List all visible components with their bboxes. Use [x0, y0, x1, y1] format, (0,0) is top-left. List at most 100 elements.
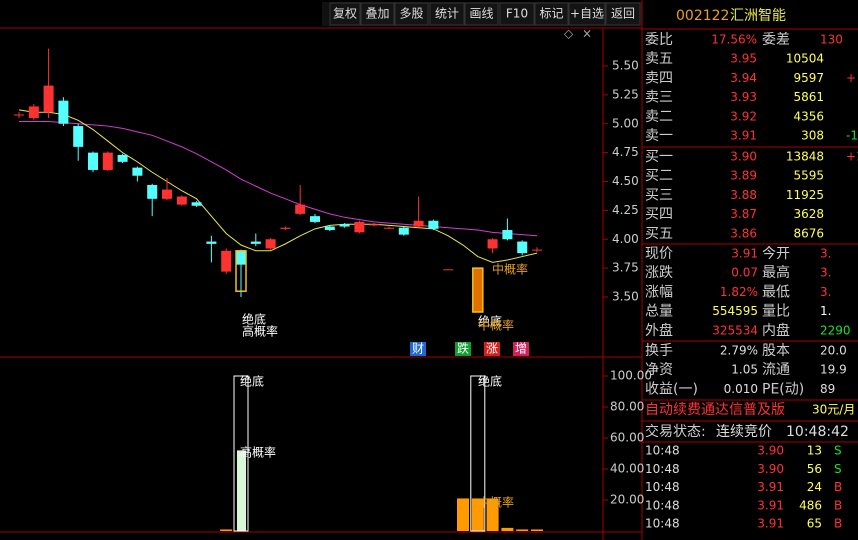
candle-body: [73, 126, 84, 147]
toolbar-button[interactable]: [499, 2, 535, 26]
y-tick-label: 4.50: [612, 174, 639, 188]
toolbar-label[interactable]: 叠加: [365, 7, 389, 21]
toolbar-label[interactable]: 标记: [539, 7, 563, 21]
toolbar-label[interactable]: 统计: [435, 7, 459, 21]
toolbar-button[interactable]: [534, 2, 569, 26]
moving-average: [18, 109, 538, 263]
indicator-bar: [486, 498, 499, 531]
quote-separators: [642, 28, 858, 443]
event-marker-bg[interactable]: [484, 342, 500, 356]
signal-box: [472, 267, 484, 313]
stat-value: 3.: [820, 247, 831, 261]
event-marker[interactable]: 涨: [486, 341, 498, 356]
stat-value: 1.05: [731, 363, 758, 377]
toolbar-label[interactable]: +自选: [570, 7, 604, 21]
book-price: 3.95: [730, 52, 757, 66]
toolbar-button[interactable]: [464, 2, 499, 26]
moving-average: [19, 120, 538, 237]
stat-value: 3.: [820, 266, 831, 280]
event-marker-bg[interactable]: [410, 342, 426, 356]
stat-label: 现价: [645, 246, 673, 262]
y-tick-label: 5.00: [612, 116, 639, 130]
annotation: 绝底: [242, 312, 266, 327]
candle-body: [369, 224, 380, 226]
toolbar-label[interactable]: 返回: [611, 7, 635, 21]
indicator-outline: [233, 375, 249, 532]
toolbar-label[interactable]: F10: [506, 7, 528, 21]
candle-body: [162, 189, 172, 199]
toolbar-button[interactable]: [429, 2, 465, 26]
annotation: 高概率: [240, 445, 276, 460]
candle-body: [502, 230, 513, 240]
book-label: 卖三: [645, 90, 673, 106]
stat-label: 换手: [645, 342, 673, 359]
trade-volume: 24: [807, 480, 822, 494]
stat-value: 19.9: [820, 363, 847, 377]
toolbar-button[interactable]: [329, 2, 361, 26]
stat-value: 3.: [820, 285, 831, 299]
stock-code: 002122: [676, 8, 729, 24]
book-change: -1: [846, 129, 858, 143]
toolbar-button[interactable]: [605, 2, 641, 26]
toolbar-label[interactable]: 画线: [469, 7, 493, 21]
trade-side: S: [834, 462, 842, 476]
quote-value: 17.56%: [711, 33, 757, 47]
event-marker[interactable]: 增: [515, 342, 527, 356]
indicator-outline: [470, 375, 486, 532]
annotation: 中概率: [478, 318, 514, 333]
book-volume: 10504: [786, 52, 824, 66]
book-label: 卖五: [645, 51, 673, 67]
candle-body: [176, 196, 187, 205]
trade-price: 3.90: [757, 462, 784, 476]
candle-body: [43, 85, 54, 113]
event-marker-bg[interactable]: [513, 342, 529, 356]
indicator-fill: [237, 450, 246, 531]
stat-label: 涨跌: [645, 265, 673, 281]
candle-body: [413, 220, 424, 227]
book-price: 3.90: [730, 150, 757, 164]
book-label: 买二: [645, 168, 673, 184]
y-tick-label: 40.00: [610, 462, 644, 476]
stat-label: 量比: [762, 304, 790, 320]
candle-body: [324, 226, 335, 231]
candle-body: [354, 221, 365, 233]
candle-body: [191, 202, 202, 206]
toolbar-label[interactable]: 多股: [399, 7, 423, 21]
close-icon[interactable]: ×: [582, 27, 592, 41]
candle-body: [221, 250, 232, 272]
stat-value: 554595: [712, 304, 758, 318]
event-marker-bg[interactable]: [455, 342, 471, 356]
candle-body: [132, 167, 143, 176]
y-tick-label: 60.00: [610, 431, 644, 445]
candle-body: [14, 114, 24, 116]
stat-value: 0.07: [731, 266, 758, 280]
stat-value: 89: [820, 382, 835, 396]
event-marker[interactable]: 财: [412, 342, 424, 356]
annotation: 中概率: [492, 262, 528, 277]
indicator-bar: [501, 527, 514, 531]
annotation: 高概率: [242, 324, 278, 339]
book-change: +1: [846, 150, 858, 164]
book-price: 3.89: [730, 169, 757, 183]
candle-body: [28, 106, 39, 118]
book-label: 买三: [645, 187, 673, 203]
trade-volume: 56: [807, 462, 822, 476]
stat-label: 股本: [762, 343, 790, 359]
candle-body: [280, 227, 291, 229]
toolbar-button[interactable]: [360, 2, 395, 26]
quote-value: 130: [820, 33, 843, 47]
stat-value: 2.79%: [720, 344, 758, 358]
stat-value: 1.82%: [720, 285, 758, 299]
indicator-bar: [457, 498, 469, 531]
event-marker[interactable]: 跌: [457, 341, 469, 356]
banner[interactable]: 自动续费通达信普及版: [645, 401, 785, 418]
toolbar-button[interactable]: [568, 2, 606, 26]
stat-value: 2290: [820, 323, 851, 337]
diamond-icon[interactable]: ◇: [564, 27, 574, 41]
toolbar-label[interactable]: 复权: [333, 7, 357, 21]
toolbar-button[interactable]: [394, 2, 429, 26]
annotation: 绝底: [240, 374, 264, 389]
book-volume: 3628: [793, 207, 824, 221]
